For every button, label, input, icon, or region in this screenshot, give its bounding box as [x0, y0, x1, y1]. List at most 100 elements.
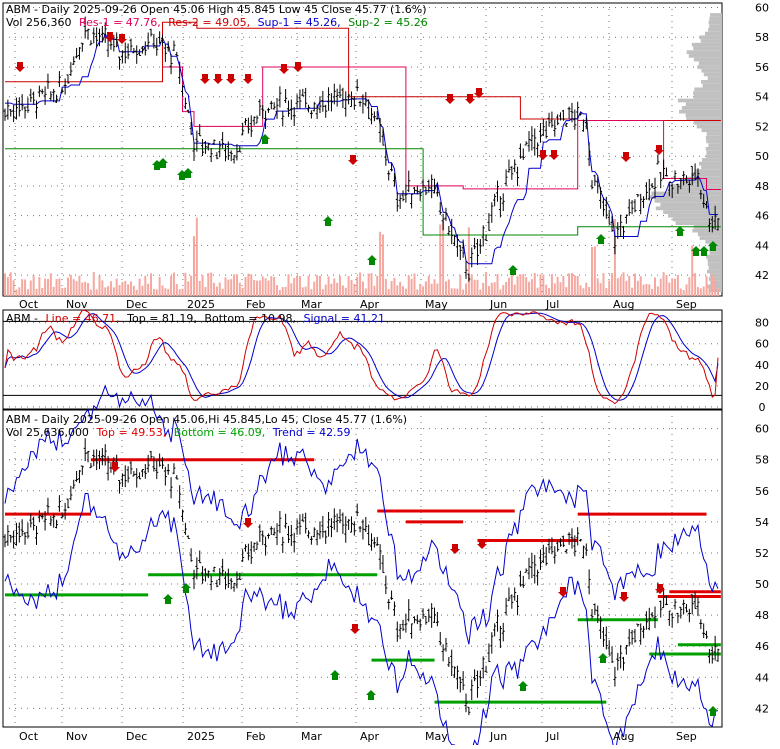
- volume-bar: [622, 272, 625, 296]
- profile-bar: [693, 120, 722, 125]
- volume-bar: [530, 279, 533, 296]
- bottom-header-line-1: ABM - Daily 2025-09-26 Open 45.06,Hi 45.…: [6, 413, 407, 426]
- down-arrow: [538, 150, 548, 160]
- volume-bar: [387, 289, 390, 296]
- volume-bar: [135, 289, 138, 296]
- volume-bar: [109, 281, 112, 296]
- volume-bar: [694, 273, 697, 296]
- profile-bar: [709, 24, 722, 28]
- profile-bar: [710, 13, 722, 17]
- volume-bar: [224, 277, 227, 296]
- volume-bar: [619, 276, 622, 296]
- profile-bar: [681, 106, 722, 110]
- profile-bar: [696, 124, 722, 129]
- volume-bar: [190, 275, 193, 296]
- x-tick-label: 2025: [187, 298, 215, 311]
- res1-label: Res-1 = 47.76,: [79, 16, 161, 29]
- volume-bar: [556, 276, 559, 296]
- volume-bar: [35, 288, 38, 296]
- volume-bar: [439, 224, 442, 296]
- profile-bar: [691, 172, 722, 177]
- stoch-lines: [3, 309, 722, 405]
- volume-bar: [550, 274, 553, 296]
- volume-bar: [115, 278, 118, 296]
- volume-bar: [676, 274, 679, 296]
- volume-bar: [588, 287, 591, 296]
- volume-bar: [233, 274, 236, 296]
- volume-bar: [611, 273, 614, 296]
- bottom-down-arrow: [655, 584, 665, 594]
- volume-bar: [447, 279, 450, 296]
- volume-bar: [490, 282, 493, 296]
- volume-bar: [545, 284, 548, 296]
- profile-bar: [705, 146, 722, 151]
- profile-bar: [701, 165, 722, 170]
- profile-bar: [709, 16, 722, 21]
- volume-bar: [381, 234, 384, 296]
- volume-bar: [384, 278, 387, 296]
- down-arrow: [117, 34, 127, 44]
- top-header-line-1: ABM - Daily 2025-09-26 Open 45.06 High 4…: [6, 3, 427, 16]
- volume-bar: [95, 289, 98, 296]
- top-panel: 42 44 46 48 50 52 54 56 58 60 Oct Nov Dec 2025 Feb Mar…: [2, 1, 769, 311]
- volume-bar: [410, 278, 413, 296]
- volume-bar: [152, 288, 155, 296]
- volume-bar: [230, 279, 233, 296]
- down-arrow: [348, 155, 358, 165]
- volume-bar: [605, 288, 608, 296]
- bottom-y-tick-label: 46: [755, 640, 769, 653]
- volume-bar: [502, 285, 505, 296]
- bottom-x-tick-label: May: [425, 730, 448, 743]
- volume-bar: [52, 286, 55, 296]
- volume-bar: [416, 289, 419, 296]
- y-tick-label: 54: [755, 91, 769, 104]
- volume-bar: [341, 285, 344, 296]
- bottom-x-tick-label: Aug: [613, 730, 634, 743]
- volume-bar: [419, 283, 422, 296]
- volume-bar: [101, 280, 104, 296]
- volume-bar: [516, 276, 519, 296]
- volume-bar: [570, 273, 573, 296]
- profile-bar: [694, 169, 722, 173]
- y-tick-label: 50: [755, 150, 769, 163]
- bottom-down-arrow: [110, 462, 120, 472]
- volume-bar: [553, 283, 556, 296]
- profile-bar: [693, 91, 722, 95]
- volume-bar: [591, 247, 594, 296]
- volume-bar: [258, 280, 261, 296]
- volume-bar: [89, 289, 92, 296]
- volume-bar: [327, 276, 330, 296]
- bottom-x-tick-label: 2025: [187, 730, 215, 743]
- volume-bar: [642, 284, 645, 296]
- stoch-signal-line: [4, 312, 719, 401]
- x-tick-label: Feb: [246, 298, 265, 311]
- up-arrow: [158, 158, 168, 168]
- volume-bar: [132, 285, 135, 296]
- lower-band: [4, 492, 719, 749]
- volume-bar: [244, 276, 247, 296]
- up-arrow: [367, 255, 377, 265]
- stochastic-panel: 0 20 40 60 80 ABM - Line = 46.71, Top = 81.1…: [2, 309, 769, 414]
- volume-bar: [350, 279, 353, 296]
- volume-bar: [98, 275, 101, 296]
- y-tick-label: 58: [755, 31, 769, 44]
- volume-bar: [356, 276, 359, 296]
- volume-bar: [665, 275, 668, 296]
- volume-bar: [15, 289, 18, 296]
- volume-bar: [364, 288, 367, 296]
- volume-bar: [69, 274, 72, 296]
- down-arrow: [279, 64, 289, 74]
- volume-bar: [49, 273, 52, 296]
- volume-bar: [507, 277, 510, 296]
- volume-bar: [64, 287, 67, 296]
- stoch-name-label: ABM -: [6, 312, 38, 325]
- bottom-top-label: Top = 49.53,: [95, 426, 166, 439]
- profile-bar: [688, 54, 722, 58]
- profile-bar: [702, 83, 722, 88]
- volume-bar: [161, 285, 164, 296]
- upper-band: [4, 384, 719, 645]
- volume-bar: [66, 277, 69, 296]
- volume-bar: [195, 217, 198, 296]
- volume-bar: [336, 282, 339, 296]
